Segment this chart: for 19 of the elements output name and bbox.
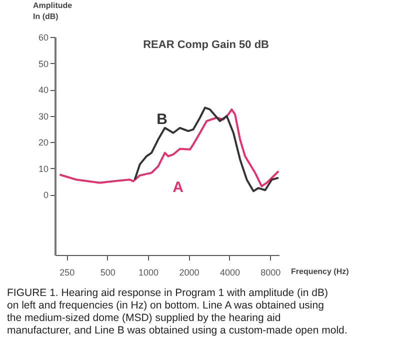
x-tick-label: 1000 <box>138 268 159 278</box>
x-tick-label: 250 <box>60 268 75 278</box>
y-axis-title: Amplitude In (dB) <box>33 1 73 21</box>
y-tick-label: 10 <box>38 164 48 174</box>
x-tick-label: 2000 <box>179 268 200 278</box>
y-tick-label: 30 <box>38 111 48 122</box>
y-tick-label: 60 <box>38 32 48 42</box>
annotation: A <box>172 179 184 196</box>
y-tick-label: 20 <box>38 138 48 148</box>
annotation: B <box>156 111 168 128</box>
y-tick-label: 0 <box>43 190 48 200</box>
x-tick-label: 500 <box>100 268 116 278</box>
annotation: REAR Comp Gain 50 dB <box>143 39 270 51</box>
y-tick-label: 40 <box>38 85 48 96</box>
y-tick-label: 50 <box>38 58 48 69</box>
caption: FIGURE 1. Hearing aid response in Program 1 with amplitude (in dB) on left and frequencies (in Hz) on bottom. Line A was obtained using the medium-sized dome (MSD) supplied by the hearing aid manufacturer, and Line B was obtained using a custom-made open mold. <box>7 287 348 336</box>
x-tick-label: 4000 <box>220 268 240 278</box>
x-tick-label: 8000 <box>260 268 281 278</box>
x-axis-title: Frequency (Hz) <box>291 267 350 276</box>
